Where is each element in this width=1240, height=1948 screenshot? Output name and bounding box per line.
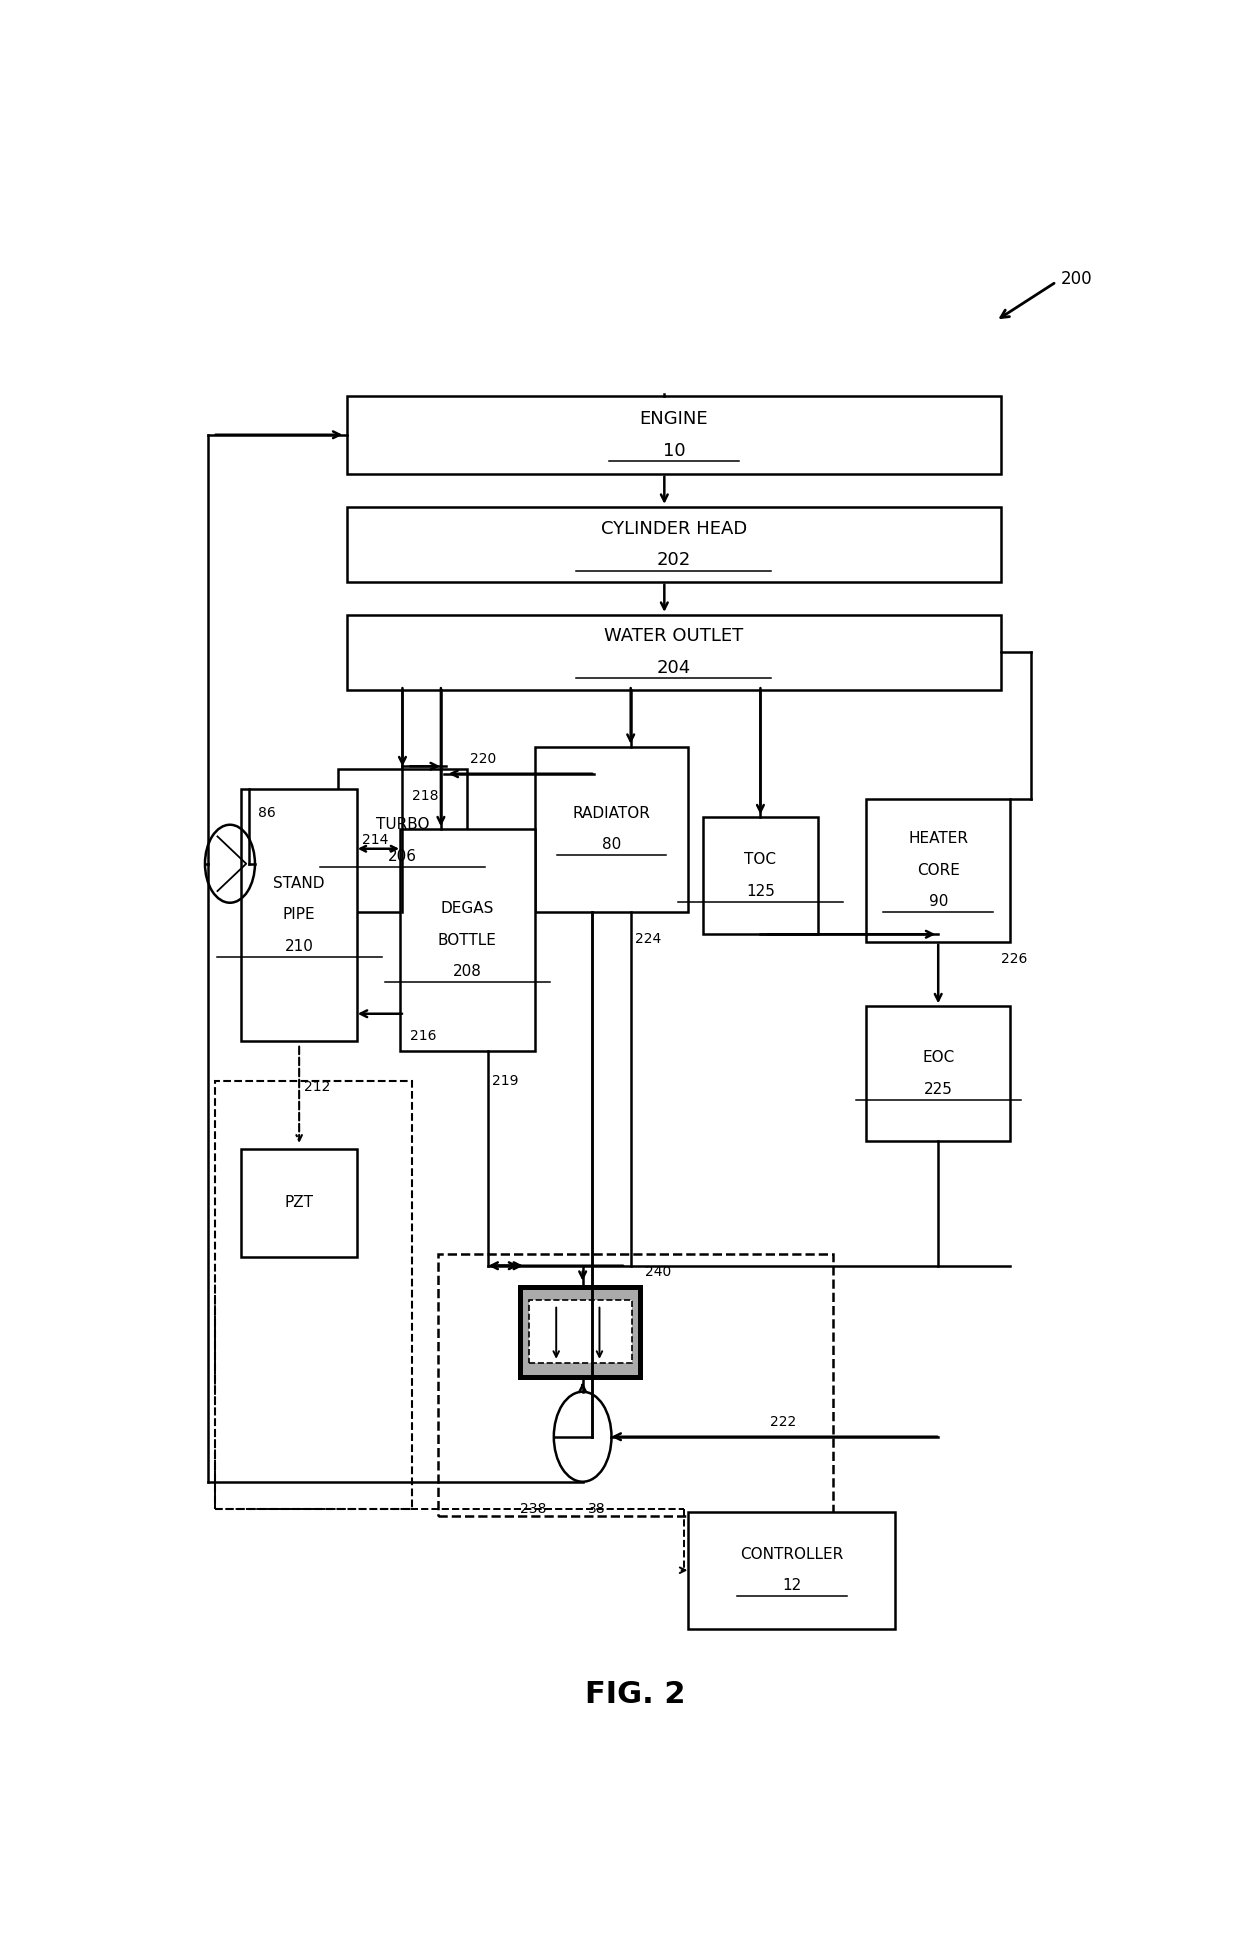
FancyBboxPatch shape <box>401 830 534 1052</box>
Text: RADIATOR: RADIATOR <box>573 806 651 820</box>
Text: 240: 240 <box>645 1266 671 1280</box>
FancyBboxPatch shape <box>337 769 467 912</box>
Text: PIPE: PIPE <box>283 908 315 921</box>
FancyBboxPatch shape <box>866 1007 1011 1142</box>
Text: EOC: EOC <box>923 1050 955 1066</box>
FancyBboxPatch shape <box>703 818 818 935</box>
Text: PZT: PZT <box>285 1196 314 1210</box>
FancyBboxPatch shape <box>347 616 1001 690</box>
FancyBboxPatch shape <box>528 1299 631 1364</box>
Text: 212: 212 <box>304 1081 330 1095</box>
FancyBboxPatch shape <box>866 799 1011 941</box>
Text: 219: 219 <box>492 1073 518 1089</box>
Text: CYLINDER HEAD: CYLINDER HEAD <box>601 520 746 538</box>
Text: 226: 226 <box>1001 953 1027 966</box>
Text: 214: 214 <box>362 832 388 847</box>
Text: 10: 10 <box>662 442 686 460</box>
Text: 210: 210 <box>285 939 314 955</box>
Text: 86: 86 <box>258 806 275 820</box>
Text: 204: 204 <box>657 658 691 678</box>
Text: STAND: STAND <box>273 877 325 890</box>
Text: 224: 224 <box>635 931 662 945</box>
Text: 90: 90 <box>929 894 947 910</box>
Text: 125: 125 <box>746 884 775 898</box>
Text: 220: 220 <box>470 752 496 766</box>
Text: WATER OUTLET: WATER OUTLET <box>604 627 744 645</box>
Text: CORE: CORE <box>916 863 960 879</box>
FancyBboxPatch shape <box>242 1149 357 1256</box>
Text: 202: 202 <box>657 551 691 569</box>
Text: 218: 218 <box>412 789 439 803</box>
FancyBboxPatch shape <box>242 789 357 1040</box>
Text: HEATER: HEATER <box>908 832 968 847</box>
FancyBboxPatch shape <box>534 746 688 912</box>
Text: FIG. 2: FIG. 2 <box>585 1681 686 1708</box>
Text: CONTROLLER: CONTROLLER <box>740 1547 843 1562</box>
Text: 38: 38 <box>588 1502 605 1516</box>
Text: TURBO: TURBO <box>376 818 429 832</box>
Text: ENGINE: ENGINE <box>640 409 708 429</box>
Text: 225: 225 <box>924 1081 952 1097</box>
Text: 216: 216 <box>409 1029 436 1044</box>
Text: 222: 222 <box>770 1414 796 1428</box>
Text: 208: 208 <box>453 964 482 980</box>
Text: 206: 206 <box>388 849 417 863</box>
FancyBboxPatch shape <box>347 395 1001 473</box>
FancyBboxPatch shape <box>688 1512 895 1629</box>
Text: 12: 12 <box>782 1578 801 1593</box>
Text: 200: 200 <box>1060 269 1092 288</box>
Text: TOC: TOC <box>744 853 776 867</box>
FancyBboxPatch shape <box>521 1288 640 1377</box>
Text: BOTTLE: BOTTLE <box>438 933 497 949</box>
Text: 238: 238 <box>521 1502 547 1516</box>
Text: DEGAS: DEGAS <box>440 902 494 916</box>
FancyBboxPatch shape <box>347 506 1001 582</box>
Text: 80: 80 <box>601 838 621 853</box>
